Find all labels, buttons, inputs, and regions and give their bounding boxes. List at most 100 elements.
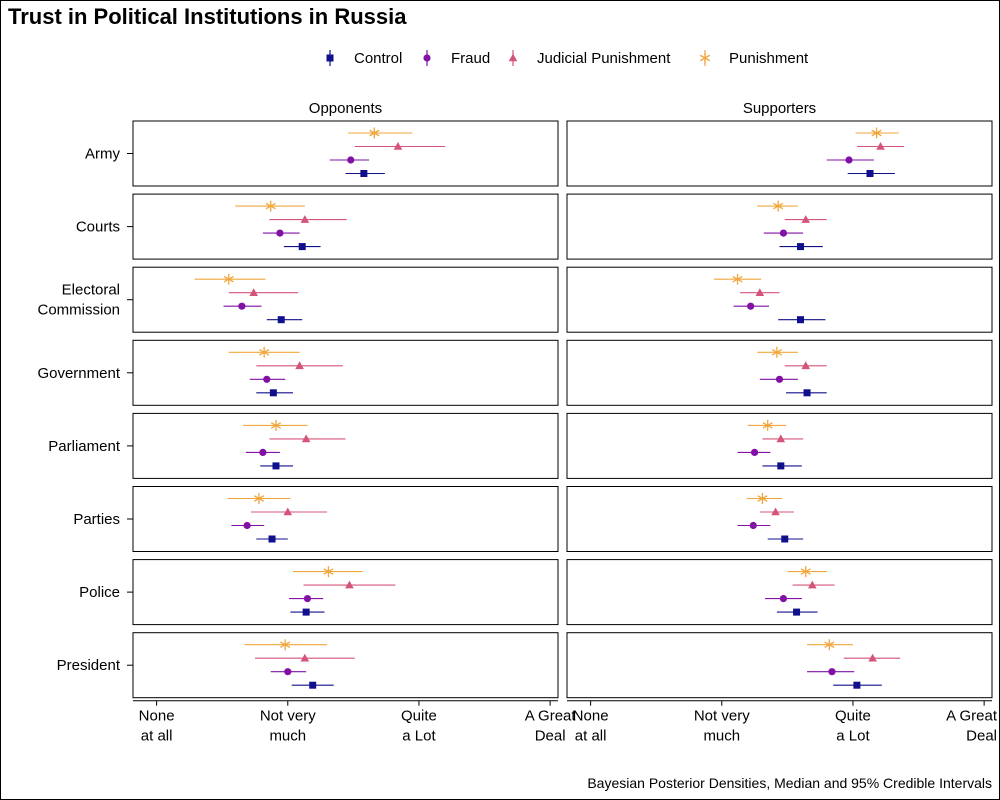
series-fraud xyxy=(826,156,874,164)
median-point xyxy=(369,127,380,139)
legend-key-triangle xyxy=(508,53,518,62)
median-point xyxy=(284,668,292,676)
x-tick-label: Not very xyxy=(260,708,316,725)
ylabel-electoral-commission: Electoral Commission xyxy=(37,282,133,319)
series-punishment xyxy=(228,346,300,358)
series-judicial-punishment xyxy=(269,434,346,443)
median-point xyxy=(265,200,276,212)
median-point xyxy=(301,434,311,443)
median-point xyxy=(249,288,258,296)
median-point xyxy=(295,361,304,370)
ylabel-police: Police xyxy=(79,584,133,601)
median-point xyxy=(269,389,277,397)
x-tick-label: Quite xyxy=(835,708,871,725)
ylabel-text: Parliament xyxy=(48,438,121,455)
median-point xyxy=(803,389,811,397)
median-point xyxy=(280,639,291,651)
series-control xyxy=(266,316,303,324)
median-point xyxy=(868,653,877,662)
ylabel-text: Police xyxy=(79,584,120,601)
ylabel-courts: Courts xyxy=(76,219,133,236)
facet-box xyxy=(566,632,993,699)
series-punishment xyxy=(748,419,787,431)
median-point xyxy=(300,215,310,223)
row-parliament xyxy=(132,412,559,479)
median-point xyxy=(755,288,765,296)
median-point xyxy=(263,375,271,383)
series-control xyxy=(786,389,827,397)
x-tick-label: Quite xyxy=(401,708,437,725)
legend-key-asterisk xyxy=(699,52,711,64)
median-point xyxy=(779,229,788,237)
institution-labels: Army Courts Electoral Commission Government P… xyxy=(37,146,133,674)
facet-box xyxy=(132,632,559,699)
legend-label-fraud: Fraud xyxy=(451,50,490,67)
row-government xyxy=(132,339,559,406)
series-fraud xyxy=(249,375,286,383)
median-point xyxy=(223,273,234,285)
series-fraud xyxy=(223,302,262,310)
median-point xyxy=(762,419,773,431)
ylabel-text: President xyxy=(57,657,121,674)
legend-item-control: Control xyxy=(326,50,402,67)
median-point xyxy=(300,653,310,662)
series-judicial-punishment xyxy=(251,507,328,516)
median-point xyxy=(732,273,743,285)
legend-item-fraud: Fraud xyxy=(423,50,490,67)
median-point xyxy=(238,302,246,310)
row-government xyxy=(566,339,993,406)
series-punishment xyxy=(235,200,305,212)
series-judicial-punishment xyxy=(762,434,804,443)
legend-key-circle xyxy=(423,54,431,62)
median-point xyxy=(828,668,836,676)
facet-box xyxy=(132,193,559,260)
median-point xyxy=(259,448,267,456)
series-judicial-punishment xyxy=(740,288,780,296)
median-point xyxy=(771,346,782,358)
series-judicial-punishment xyxy=(784,215,827,223)
ylabel-text: Commission xyxy=(37,302,120,319)
series-punishment xyxy=(348,127,413,139)
facet-box xyxy=(132,120,559,187)
series-punishment xyxy=(244,639,328,651)
facet-box xyxy=(132,559,559,626)
median-point xyxy=(757,493,768,504)
median-point xyxy=(853,681,861,689)
ylabel-text: Courts xyxy=(76,219,120,236)
series-punishment xyxy=(807,639,853,651)
median-point xyxy=(345,580,354,589)
ylabel-parliament: Parliament xyxy=(48,438,133,455)
series-control xyxy=(290,608,325,616)
median-point xyxy=(298,243,306,251)
row-parties xyxy=(566,486,993,552)
x-axes: None at all Not very much Quite a Lot A Great D… xyxy=(133,700,998,745)
median-point xyxy=(776,434,786,443)
median-point xyxy=(283,507,293,516)
chart-title: Trust in Political Institutions in Russi… xyxy=(8,4,407,29)
series-judicial-punishment xyxy=(843,653,901,662)
median-point xyxy=(779,595,788,603)
series-fraud xyxy=(329,156,370,164)
facet-box xyxy=(566,266,993,333)
x-tick-label: at all xyxy=(141,728,173,745)
median-point xyxy=(824,639,835,651)
row-president xyxy=(566,632,993,699)
row-parliament xyxy=(566,412,993,479)
series-judicial-punishment xyxy=(784,361,827,370)
series-judicial-punishment xyxy=(254,653,355,662)
legend-key-square xyxy=(326,54,334,62)
x-tick-label: None xyxy=(573,708,609,725)
facet-box xyxy=(566,193,993,260)
series-fraud xyxy=(807,668,855,676)
median-point xyxy=(796,316,804,324)
ylabel-text: Electoral xyxy=(62,282,120,299)
series-fraud xyxy=(765,595,802,603)
median-point xyxy=(781,535,789,543)
median-point xyxy=(272,462,280,470)
series-judicial-punishment xyxy=(303,580,396,589)
series-fraud xyxy=(270,668,307,676)
x-tick-label: a Lot xyxy=(836,728,870,745)
series-punishment xyxy=(243,419,308,431)
facet-box xyxy=(566,559,993,626)
